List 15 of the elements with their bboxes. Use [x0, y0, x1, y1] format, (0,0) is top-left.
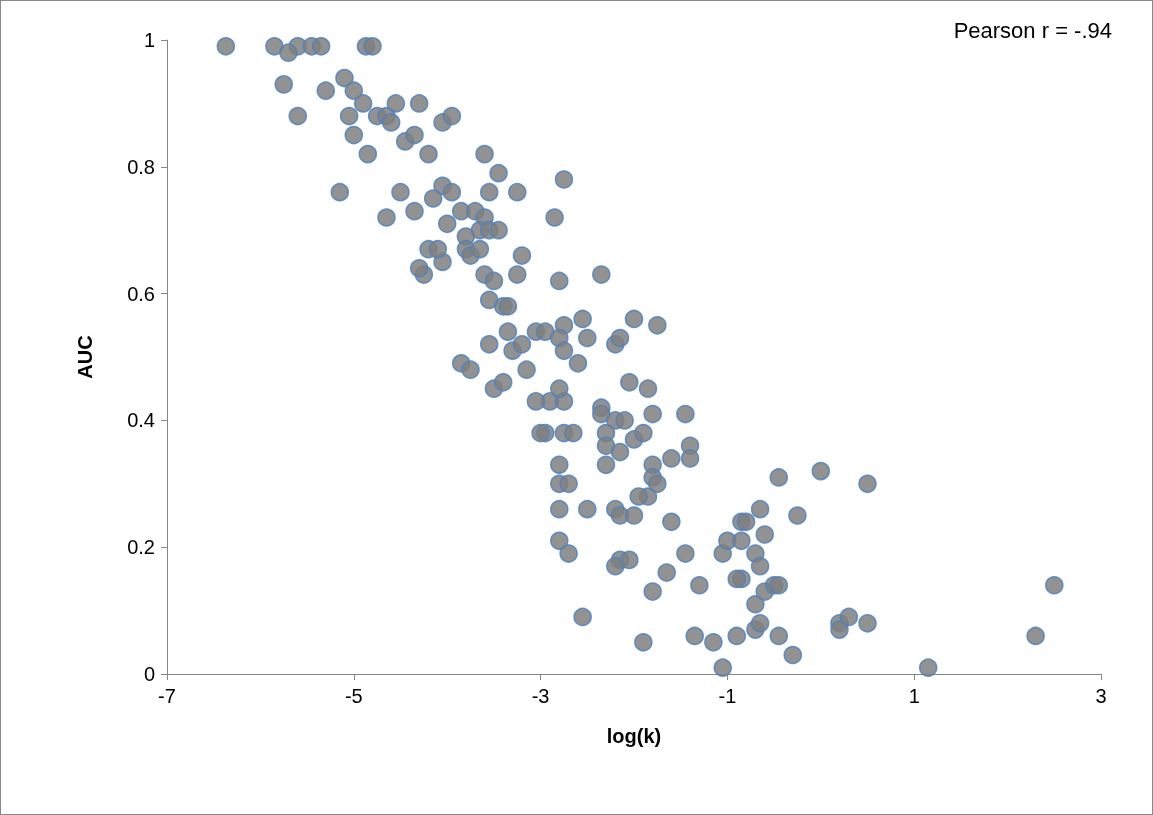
y-tick-label: 0 [143, 663, 155, 685]
x-tick-label: -1 [718, 685, 737, 707]
annotation: Pearson r = -.94 [953, 17, 1113, 43]
y-tick-label: 0.2 [127, 536, 155, 559]
y-axis-title: AUC [74, 335, 96, 379]
y-tick-label: 0.8 [127, 155, 155, 178]
x-tick-label: -3 [531, 685, 550, 707]
x-tick-label: 1 [908, 685, 920, 707]
x-tick-label: -5 [344, 685, 363, 707]
y-tick-label: 1 [143, 29, 155, 51]
x-tick-label: 3 [1095, 685, 1107, 707]
x-tick-label: -7 [158, 685, 176, 707]
y-tick-label: 0.6 [127, 282, 155, 305]
y-tick-label: 0.4 [127, 409, 155, 432]
x-axis-title: log(k) [606, 725, 662, 747]
